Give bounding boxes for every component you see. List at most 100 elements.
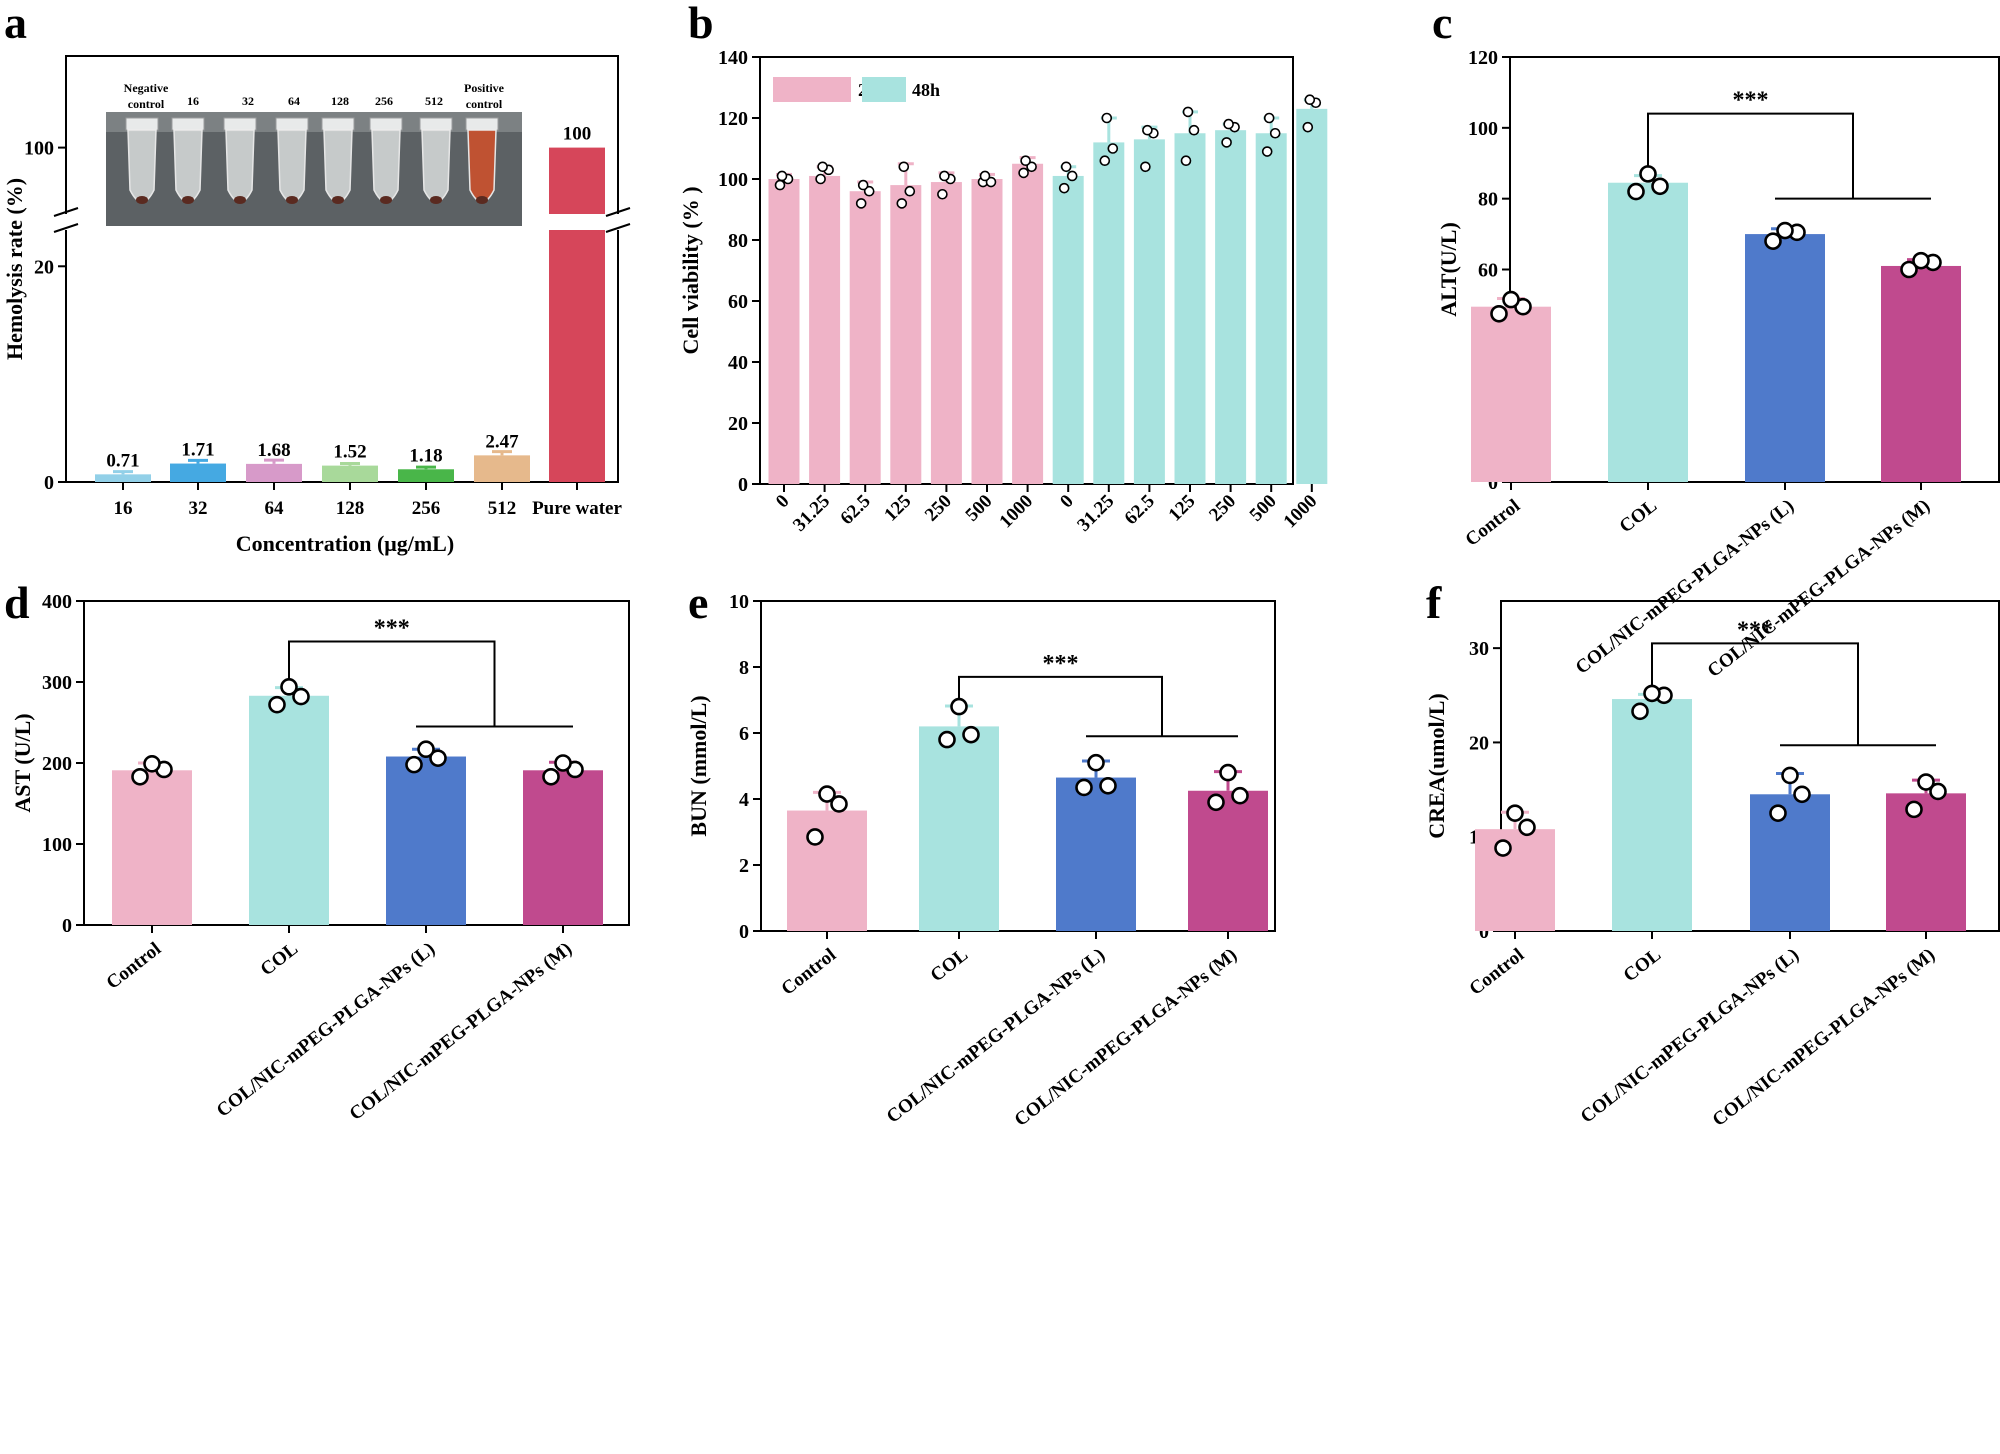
tube-cap: [369, 117, 403, 131]
data-point: [863, 185, 875, 197]
data-point: [1263, 112, 1275, 124]
bar: [1056, 777, 1136, 931]
bar: [95, 474, 151, 482]
tube-pellet: [430, 196, 442, 204]
sample-tube: [275, 117, 309, 204]
bar: [919, 726, 999, 931]
x-tick-label: 16: [114, 498, 133, 519]
data-label: 100: [563, 124, 592, 145]
bar: [1750, 794, 1830, 931]
bar: [1475, 829, 1555, 931]
sample-tube: [125, 117, 159, 204]
y-tick-label: 0: [44, 472, 54, 494]
data-point: [817, 161, 828, 173]
data-point: [280, 678, 298, 696]
data-point: [131, 767, 149, 786]
axis-break-mark: [605, 223, 631, 233]
data-point: [1207, 793, 1225, 812]
significance-bracket: [1647, 112, 1854, 199]
y-tick-label: 100: [24, 138, 54, 160]
data-point: [542, 767, 560, 786]
data-point: [1764, 232, 1782, 250]
data-point: [855, 198, 867, 209]
bar: [1188, 790, 1268, 931]
data-point: [1905, 800, 1923, 819]
data-point: [1781, 766, 1799, 785]
data-label: 1.71: [181, 440, 214, 461]
bar: [170, 463, 226, 482]
photo-label: control: [128, 97, 165, 111]
x-tick-label: COL/NIC-mPEG-PLGA-NPs (L): [1572, 495, 1798, 678]
photo-label: 256: [375, 94, 393, 108]
y-tick-label: 300: [42, 672, 72, 694]
bar: [246, 463, 302, 482]
data-point: [1494, 839, 1512, 857]
x-tick-label: 0: [772, 491, 794, 513]
bar: [1215, 130, 1247, 484]
x-tick-label: 0: [1056, 491, 1078, 513]
y-axis-title: BUN (mmol/L): [686, 695, 711, 836]
x-tick-label: COL/NIC-mPEG-PLGA-NPs (M): [1704, 495, 1934, 681]
y-tick-label: 80: [1478, 189, 1498, 211]
data-point: [1912, 251, 1930, 270]
tube-body: [277, 129, 307, 203]
photo-label: 16: [187, 94, 199, 108]
data-point: [857, 179, 869, 191]
y-tick-label: 30: [1469, 638, 1489, 660]
data-point: [405, 755, 423, 774]
tube-pellet: [476, 196, 488, 204]
data-point: [1518, 818, 1536, 837]
bar: [1471, 306, 1551, 482]
tube-body: [323, 129, 353, 203]
data-point: [1066, 170, 1078, 182]
bar: [1608, 182, 1688, 482]
data-point: [1643, 684, 1661, 703]
axis-break-mark: [53, 207, 79, 217]
data-point: [1631, 702, 1649, 721]
panel-letter: f: [1426, 577, 1442, 628]
data-point: [950, 697, 968, 716]
y-tick-label: 0: [1479, 921, 1489, 943]
data-point: [1639, 165, 1657, 183]
data-point: [938, 730, 956, 749]
data-point: [962, 725, 980, 744]
legend-label-48h: 48h: [912, 80, 940, 100]
x-axis-title: Concentration (μg/mL): [236, 531, 454, 556]
photo-label: Negative: [124, 81, 169, 95]
x-tick-label: 31.25: [789, 491, 834, 536]
bar: [386, 756, 466, 925]
y-tick-label: 100: [718, 169, 748, 191]
bar: [809, 175, 841, 484]
sample-tube: [465, 117, 499, 204]
axis-break-mark: [53, 223, 79, 233]
x-tick-label: COL/NIC-mPEG-PLGA-NPs (L): [883, 944, 1109, 1127]
panel-letter: d: [4, 577, 30, 628]
data-point: [818, 785, 836, 803]
bar: [474, 455, 530, 482]
x-tick-label: 500: [962, 491, 997, 526]
sample-tube: [419, 117, 453, 204]
sample-tube: [223, 117, 257, 204]
photo-label: 128: [331, 94, 349, 108]
data-point: [292, 687, 310, 706]
bar: [1133, 139, 1165, 484]
data-point: [143, 755, 161, 773]
bar: [1296, 108, 1328, 484]
x-tick-label: Control: [103, 938, 166, 993]
bar: [249, 695, 329, 925]
data-point: [554, 754, 572, 772]
data-point: [939, 170, 950, 182]
x-tick-label: COL/NIC-mPEG-PLGA-NPs (M): [1709, 944, 1939, 1130]
data-point: [1223, 118, 1234, 130]
plot-frame: [760, 600, 1276, 932]
tube-cap: [419, 117, 453, 131]
photo-label: 512: [425, 94, 443, 108]
data-label: 2.47: [485, 431, 519, 452]
data-point: [1101, 112, 1113, 124]
tube-cap: [171, 117, 205, 131]
data-point: [979, 170, 991, 182]
x-tick-label: Pure water: [532, 498, 622, 519]
bar: [1612, 699, 1692, 931]
